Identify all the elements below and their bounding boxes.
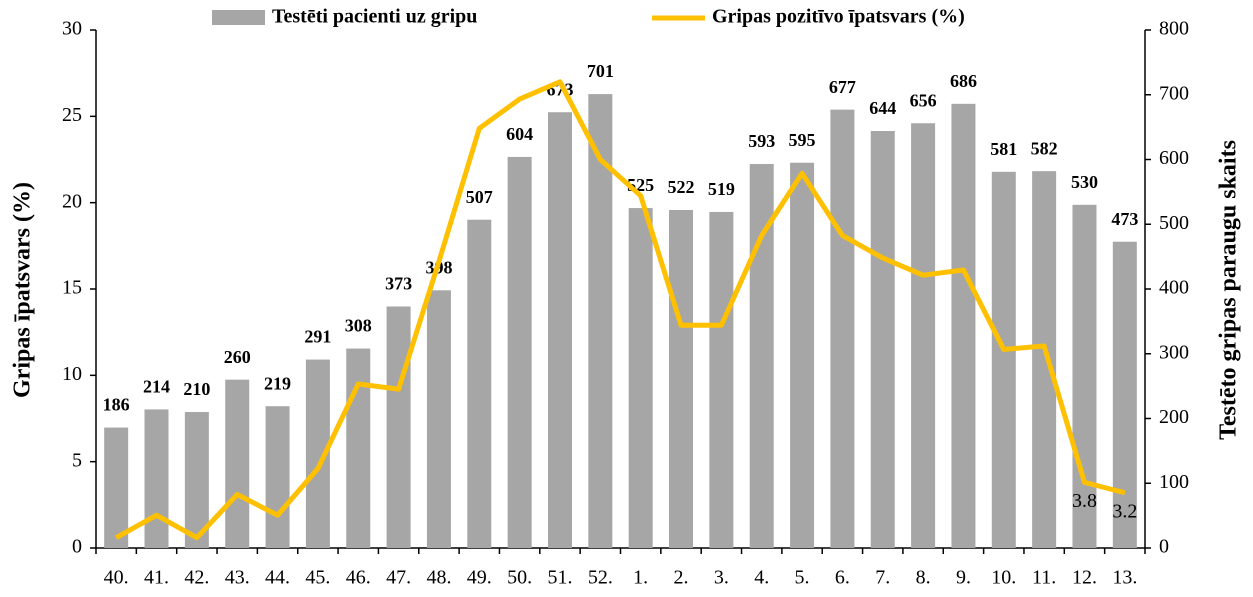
bar-value-label: 593: [748, 131, 775, 151]
bar: [426, 290, 451, 548]
x-tick-label: 9.: [956, 567, 971, 589]
x-tick-label: 7.: [875, 567, 890, 589]
bar-value-label: 373: [385, 274, 412, 294]
x-tick-label: 4.: [754, 567, 769, 589]
x-tick-label: 8.: [916, 567, 931, 589]
x-tick-label: 5.: [795, 567, 810, 589]
y-tick-label: 5: [72, 449, 82, 471]
bar-value-label: 604: [506, 124, 533, 144]
x-tick-label: 3.: [714, 567, 729, 589]
y2-tick-label: 0: [1159, 536, 1169, 558]
y-tick-label: 25: [62, 104, 82, 126]
y2-tick-label: 500: [1159, 212, 1189, 234]
x-tick-label: 51.: [547, 567, 572, 589]
x-tick-label: 13.: [1112, 567, 1137, 589]
x-tick-label: 50.: [507, 567, 532, 589]
bar-value-label: 291: [304, 327, 331, 347]
bar: [547, 112, 572, 549]
line-value-label: 3.2: [1112, 500, 1137, 522]
bar-value-label: 308: [345, 316, 372, 336]
x-tick-label: 1.: [633, 567, 648, 589]
x-tick-label: 44.: [265, 567, 290, 589]
y2-tick-label: 800: [1159, 18, 1189, 40]
y2-tick-label: 200: [1159, 406, 1189, 428]
y2-tick-label: 100: [1159, 471, 1189, 493]
bar: [830, 109, 855, 548]
bar-value-label: 210: [183, 379, 210, 399]
x-tick-label: 43.: [225, 567, 250, 589]
y-tick-label: 10: [62, 363, 82, 385]
y-tick-label: 20: [62, 190, 82, 212]
bar: [1112, 241, 1137, 549]
x-tick-label: 47.: [386, 567, 411, 589]
bar: [911, 123, 936, 549]
bar: [507, 156, 532, 548]
legend-swatch: [212, 10, 265, 25]
x-tick-label: 49.: [467, 567, 492, 589]
x-tick-label: 12.: [1072, 567, 1097, 589]
bar: [669, 210, 694, 548]
bar-value-label: 507: [466, 187, 493, 207]
y2-tick-label: 600: [1159, 147, 1189, 169]
bar-value-label: 595: [789, 130, 816, 150]
bar-value-label: 656: [910, 90, 937, 110]
bar: [628, 208, 653, 548]
bar-value-label: 677: [829, 77, 856, 97]
line-value-label: 3.8: [1072, 490, 1097, 512]
line: [114, 79, 1126, 541]
bar-value-label: 219: [264, 373, 291, 393]
bar-value-label: 530: [1071, 172, 1098, 192]
x-tick-label: 10.: [991, 567, 1016, 589]
y2-tick-label: 300: [1159, 341, 1189, 363]
bar: [467, 219, 492, 548]
bar-value-label: 686: [950, 71, 977, 91]
x-tick-label: 46.: [346, 567, 371, 589]
legend-label: Testēti pacienti uz gripu: [272, 6, 477, 28]
bar-value-label: 701: [587, 61, 614, 81]
x-tick-label: 2.: [674, 567, 689, 589]
bar: [265, 406, 290, 548]
x-tick-label: 41.: [144, 567, 169, 589]
bar: [870, 131, 895, 548]
bar-value-label: 582: [1031, 138, 1058, 158]
y2-tick-label: 400: [1159, 277, 1189, 299]
bar: [749, 164, 774, 548]
bar-value-label: 473: [1111, 209, 1138, 229]
bar: [1072, 204, 1097, 548]
y-axis-title: Gripas īpatsvars (%): [10, 182, 36, 398]
bar: [951, 103, 976, 548]
y-tick-label: 30: [62, 18, 82, 40]
x-tick-label: 11.: [1032, 567, 1056, 589]
y-tick-label: 15: [62, 277, 82, 299]
bar: [991, 171, 1016, 549]
bar: [346, 348, 371, 548]
bar: [709, 211, 734, 548]
x-tick-label: 52.: [588, 567, 613, 589]
bar-value-label: 214: [143, 377, 170, 397]
x-tick-label: 42.: [184, 567, 209, 589]
bar-value-label: 186: [103, 395, 130, 415]
bar-value-label: 519: [708, 179, 735, 199]
bar-value-label: 644: [869, 98, 896, 118]
bar: [104, 427, 129, 548]
bar-value-label: 581: [990, 139, 1017, 159]
x-tick-label: 48.: [426, 567, 451, 589]
bar: [225, 379, 250, 548]
bar: [184, 412, 209, 548]
y-tick-label: 0: [72, 536, 82, 558]
x-tick-label: 40.: [104, 567, 129, 589]
y2-axis-title: Testēto gripas paraugu skaits: [1216, 140, 1242, 440]
legend-label: Gripas pozitīvo īpatsvars (%): [712, 6, 965, 28]
bar-value-label: 260: [224, 347, 251, 367]
bar-value-label: 522: [668, 177, 695, 197]
bar: [790, 162, 815, 549]
bar: [386, 306, 411, 548]
bar: [144, 409, 169, 548]
x-tick-label: 45.: [305, 567, 330, 589]
x-tick-label: 6.: [835, 567, 850, 589]
bar: [1032, 171, 1057, 548]
y2-tick-label: 700: [1159, 82, 1189, 104]
